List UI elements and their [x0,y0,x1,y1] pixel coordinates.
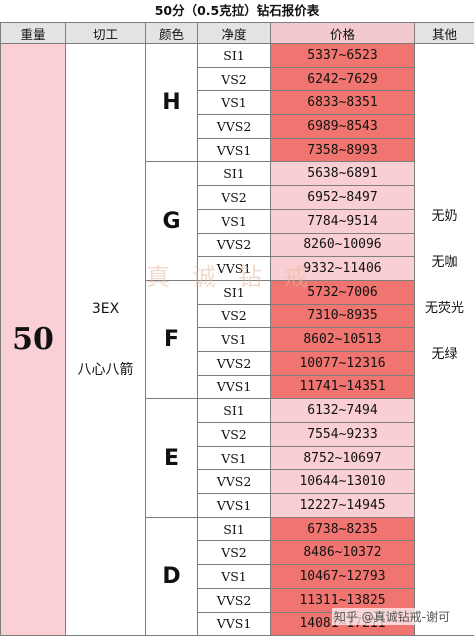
other-item: 无奶 [415,194,474,240]
clarity-cell: SI1 [198,517,271,541]
weight-cell: 50 [1,44,66,636]
price-cell: 7784~9514 [271,209,415,233]
price-cell: 5638~6891 [271,162,415,186]
page-title: 50分（0.5克拉）钻石报价表 [0,0,474,22]
price-cell: 6242~7629 [271,67,415,91]
clarity-cell: SI1 [198,162,271,186]
source-credit: 知乎 @真诚钻戒-谢可 [332,608,452,625]
color-grade: D [146,517,198,635]
clarity-cell: VVS2 [198,115,271,139]
color-grade: F [146,280,198,398]
price-cell: 10644~13010 [271,470,415,494]
clarity-cell: VS2 [198,67,271,91]
other-cell: 无奶无咖无荧光无绿 [415,44,474,636]
price-cell: 7358~8993 [271,138,415,162]
watermark: 真诚钻戒 [146,257,330,292]
price-cell: 8486~10372 [271,541,415,565]
price-cell: 6989~8543 [271,115,415,139]
price-cell: 7554~9233 [271,423,415,447]
price-cell: 10077~12316 [271,351,415,375]
header-clarity: 净度 [198,23,271,44]
price-cell: 8260~10096 [271,233,415,257]
clarity-cell: VVS2 [198,470,271,494]
clarity-cell: VVS2 [198,588,271,612]
color-grade: H [146,44,198,162]
price-cell: 8602~10513 [271,328,415,352]
cut-cell: 3EX 八心八箭 [66,44,146,636]
clarity-cell: VVS2 [198,351,271,375]
clarity-cell: VVS1 [198,375,271,399]
price-cell: 5337~6523 [271,44,415,68]
clarity-cell: VS2 [198,304,271,328]
clarity-cell: VVS1 [198,138,271,162]
other-item: 无咖 [415,240,474,286]
price-cell: 11741~14351 [271,375,415,399]
price-cell: 6952~8497 [271,186,415,210]
cut-pattern: 八心八箭 [66,359,145,379]
header-weight: 重量 [1,23,66,44]
price-cell: 12227~14945 [271,494,415,518]
price-cell: 7310~8935 [271,304,415,328]
clarity-cell: SI1 [198,399,271,423]
clarity-cell: VS1 [198,565,271,589]
clarity-cell: VS2 [198,541,271,565]
clarity-cell: VS2 [198,186,271,210]
clarity-cell: VS2 [198,423,271,447]
clarity-cell: VVS1 [198,494,271,518]
clarity-cell: VS1 [198,446,271,470]
color-grade: E [146,399,198,517]
clarity-cell: VS1 [198,328,271,352]
clarity-cell: VS1 [198,209,271,233]
clarity-cell: VVS2 [198,233,271,257]
clarity-cell: VVS1 [198,612,271,636]
clarity-cell: VS1 [198,91,271,115]
price-cell: 10467~12793 [271,565,415,589]
header-price: 价格 [271,23,415,44]
other-item: 无荧光 [415,286,474,332]
price-cell: 6738~8235 [271,517,415,541]
header-other: 其他 [415,23,474,44]
price-cell: 6132~7494 [271,399,415,423]
price-cell: 8752~10697 [271,446,415,470]
cut-grade: 3EX [66,301,145,317]
header-row: 重量 切工 颜色 净度 价格 其他 [1,23,474,44]
other-item: 无绿 [415,332,474,378]
clarity-cell: SI1 [198,44,271,68]
header-cut: 切工 [66,23,146,44]
price-cell: 6833~8351 [271,91,415,115]
header-color: 颜色 [146,23,198,44]
